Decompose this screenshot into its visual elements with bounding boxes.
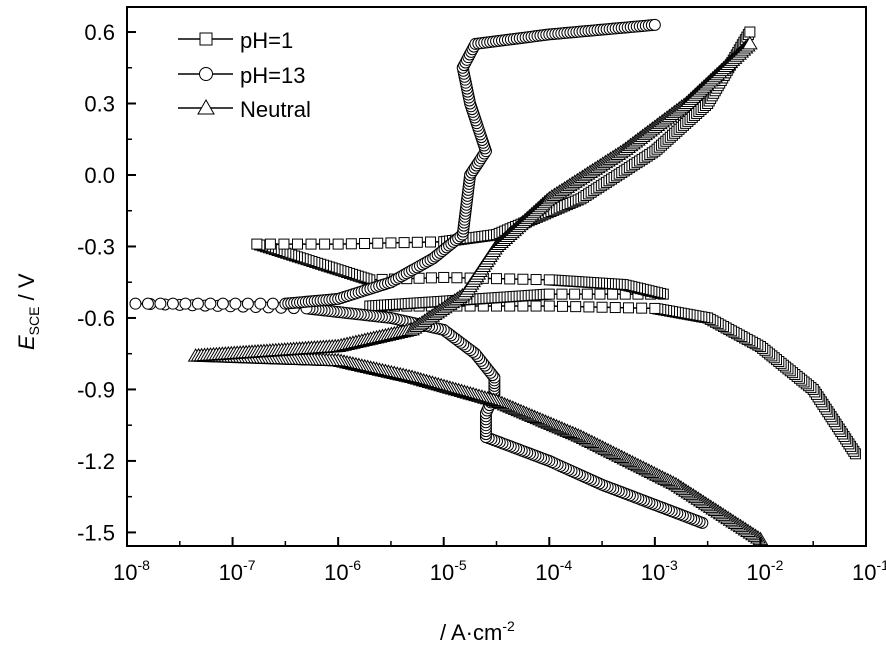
y-tick-label: 0.0 bbox=[84, 163, 115, 188]
data-point-square bbox=[583, 301, 595, 313]
data-point-square bbox=[291, 238, 303, 250]
data-point-square bbox=[359, 237, 371, 249]
y-tick-label: -1.2 bbox=[77, 449, 115, 474]
x-tick-label: 10-6 bbox=[324, 557, 361, 585]
x-tick-label: 10-5 bbox=[430, 557, 467, 585]
data-point-circle bbox=[154, 297, 167, 310]
legend-item-ph13: pH=13 bbox=[178, 63, 305, 88]
data-point-square bbox=[622, 302, 634, 314]
data-point-square bbox=[517, 300, 529, 312]
data-point-square bbox=[504, 273, 516, 285]
data-point-square bbox=[744, 26, 756, 38]
y-tick-label: 0.3 bbox=[84, 92, 115, 117]
data-point-square bbox=[530, 274, 542, 286]
data-point-square bbox=[530, 300, 542, 312]
data-point-circle bbox=[648, 18, 661, 31]
y-tick-label: -0.3 bbox=[77, 234, 115, 259]
data-point-triangle bbox=[742, 35, 758, 50]
x-tick-label: 10-2 bbox=[746, 557, 783, 585]
legend-item-neutral: Neutral bbox=[178, 97, 311, 122]
data-point-circle bbox=[266, 297, 279, 310]
data-point-square bbox=[411, 236, 423, 248]
data-point-square bbox=[649, 302, 661, 314]
legend-label: pH=1 bbox=[240, 28, 293, 53]
data-point-square bbox=[569, 288, 581, 300]
data-point-square bbox=[398, 237, 410, 249]
data-point-square bbox=[556, 300, 568, 312]
data-point-square bbox=[581, 288, 593, 300]
x-tick-label: 10-4 bbox=[535, 557, 572, 585]
data-point-circle bbox=[166, 297, 179, 310]
y-axis-label: ESCE / V bbox=[14, 273, 42, 350]
legend-label: Neutral bbox=[240, 97, 311, 122]
data-point-square bbox=[425, 272, 437, 284]
data-point-square bbox=[413, 272, 425, 284]
data-point-circle bbox=[254, 297, 267, 310]
data-point-square bbox=[251, 238, 263, 250]
data-point-circle bbox=[216, 297, 229, 310]
series-layer bbox=[129, 18, 861, 546]
x-axis-label: / A·cm-2 bbox=[440, 618, 515, 645]
data-point-square bbox=[305, 238, 317, 250]
x-tick-label: 10-3 bbox=[641, 557, 678, 585]
data-point-square bbox=[319, 238, 331, 250]
data-point-circle bbox=[141, 297, 154, 310]
data-point-square bbox=[517, 273, 529, 285]
data-point-square bbox=[264, 238, 276, 250]
x-tick-label: 10-1 bbox=[852, 557, 886, 585]
legend-item-ph1: pH=1 bbox=[178, 28, 293, 53]
data-point-square bbox=[596, 301, 608, 313]
data-point-square bbox=[345, 238, 357, 250]
circle-marker-icon bbox=[199, 67, 213, 81]
x-tick-label: 10-7 bbox=[219, 557, 256, 585]
data-point-square bbox=[385, 237, 397, 249]
data-point-square bbox=[543, 300, 555, 312]
data-point-circle bbox=[229, 297, 242, 310]
data-point-square bbox=[278, 238, 290, 250]
axis-ticks: 10-8 10-7 10-6 10-5 10-4 10-3 10-2 10-1 0.6 0.3 0.… bbox=[77, 20, 886, 585]
legend: pH=1 pH=13 Neutral bbox=[178, 28, 311, 122]
triangle-marker-icon bbox=[197, 98, 215, 115]
data-point-square bbox=[543, 274, 555, 286]
data-point-square bbox=[425, 236, 437, 248]
data-point-square bbox=[491, 273, 502, 285]
legend-label: pH=13 bbox=[240, 63, 305, 88]
data-point-circle bbox=[191, 297, 204, 310]
data-point-circle bbox=[204, 297, 217, 310]
data-point-circle bbox=[129, 297, 142, 310]
data-point-circle bbox=[241, 297, 254, 310]
data-point-square bbox=[570, 301, 582, 313]
data-point-square bbox=[451, 272, 463, 284]
data-point-square bbox=[636, 302, 648, 314]
y-tick-label: 0.6 bbox=[84, 20, 115, 45]
data-point-square bbox=[594, 288, 606, 300]
data-point-square bbox=[609, 302, 621, 314]
data-point-square bbox=[438, 271, 450, 283]
series-ph-13 bbox=[129, 18, 709, 529]
data-point-circle bbox=[179, 297, 192, 310]
y-tick-label: -1.5 bbox=[77, 520, 115, 545]
y-tick-label: -0.6 bbox=[77, 306, 115, 331]
data-point-square bbox=[607, 288, 619, 300]
square-marker-icon bbox=[199, 32, 213, 46]
series-neutral bbox=[187, 35, 769, 546]
data-point-square bbox=[543, 288, 555, 300]
series-ph-1 bbox=[251, 26, 861, 460]
x-tick-label: 10-8 bbox=[113, 557, 150, 585]
data-point-square bbox=[372, 237, 384, 249]
data-point-square bbox=[332, 238, 344, 250]
y-tick-label: -0.9 bbox=[77, 377, 115, 402]
data-point-square bbox=[556, 288, 568, 300]
